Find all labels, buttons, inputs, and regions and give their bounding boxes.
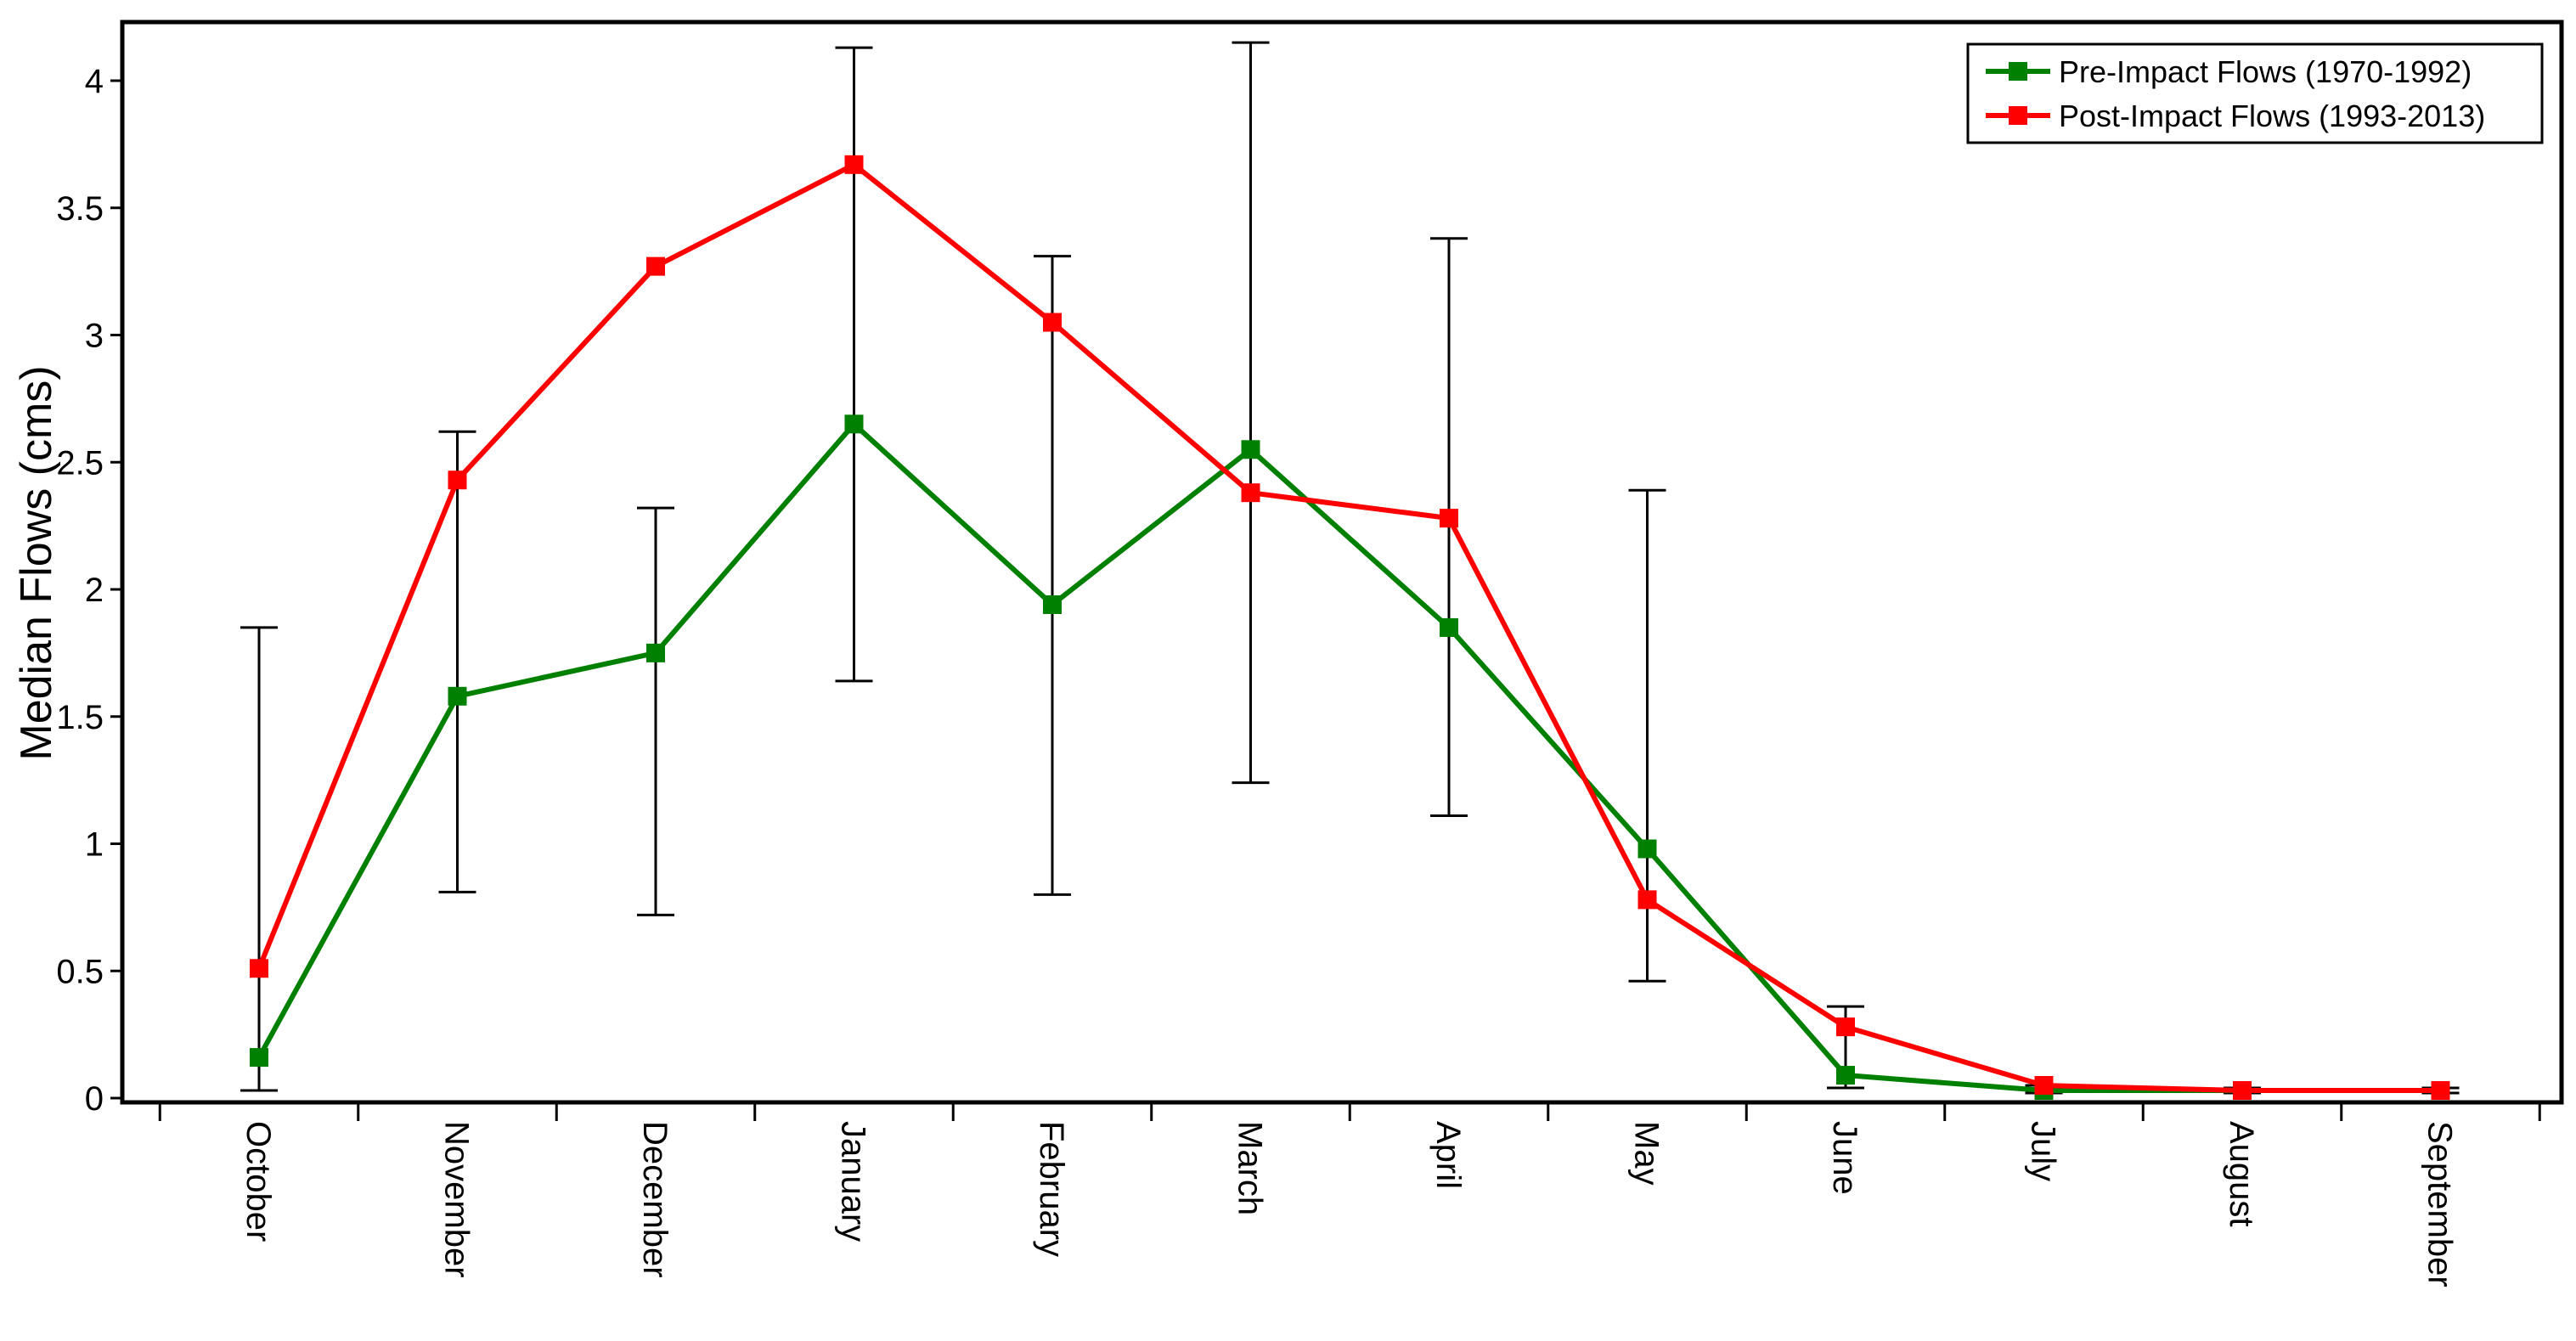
legend-label: Pre-Impact Flows (1970-1992) bbox=[2059, 54, 2472, 89]
series-1-point bbox=[646, 643, 665, 662]
y-tick-label: 1 bbox=[85, 826, 104, 864]
y-axis-label: Median Flows (cms) bbox=[12, 365, 61, 760]
legend-label: Post-Impact Flows (1993-2013) bbox=[2059, 99, 2485, 133]
y-tick-label: 0.5 bbox=[56, 953, 104, 990]
series-1-point bbox=[448, 686, 467, 706]
y-axis: 0 0.5 1 1.5 2 2.5 3 3.5 4 bbox=[56, 63, 122, 1118]
x-tick-label: February bbox=[1033, 1121, 1070, 1257]
series-1-point bbox=[1836, 1066, 1855, 1085]
series-line-1 bbox=[256, 421, 2441, 1094]
legend-box bbox=[1966, 42, 2544, 144]
series-2-point bbox=[1836, 1017, 1855, 1037]
series-line-2 bbox=[256, 161, 2441, 1094]
series-2-point bbox=[844, 155, 864, 174]
y-tick-label: 0 bbox=[85, 1080, 104, 1118]
x-tick-label: March bbox=[1232, 1121, 1269, 1215]
x-tick-label: December bbox=[636, 1121, 674, 1278]
series-1-point bbox=[1440, 617, 1458, 637]
y-tick-label: 4 bbox=[85, 63, 104, 100]
legend: Pre-Impact Flows (1970-1992) Post-Impact … bbox=[1966, 42, 2544, 144]
y-tick-label: 2.5 bbox=[56, 444, 104, 482]
x-tick-label: May bbox=[1628, 1121, 1666, 1186]
series-2-point bbox=[2431, 1081, 2450, 1101]
x-axis: October November December January February Ma… bbox=[158, 1102, 2541, 1287]
y-tick-label: 1.5 bbox=[56, 699, 104, 736]
series-1-point bbox=[250, 1048, 268, 1068]
series-1-point bbox=[1043, 594, 1062, 614]
legend-swatch-marker bbox=[2009, 106, 2027, 125]
series-2-point bbox=[1440, 509, 1458, 528]
x-tick-label: September bbox=[2421, 1121, 2459, 1287]
series-2-point bbox=[2034, 1076, 2054, 1096]
x-tick-label: November bbox=[438, 1121, 476, 1278]
x-tick-label: January bbox=[835, 1121, 872, 1242]
legend-swatch-marker bbox=[2009, 62, 2027, 81]
x-tick-label: April bbox=[1429, 1121, 1467, 1189]
series-1-point bbox=[844, 414, 864, 434]
x-tick-label: October bbox=[240, 1121, 277, 1242]
y-tick-label: 3.5 bbox=[56, 190, 104, 228]
series-1-point bbox=[1637, 839, 1657, 859]
series-2-point bbox=[448, 470, 467, 490]
plot-area bbox=[120, 20, 2564, 1105]
series-2-point bbox=[1637, 890, 1657, 910]
series-lines bbox=[250, 155, 2450, 1101]
x-tick-label: August bbox=[2223, 1121, 2260, 1227]
y-tick-label: 3 bbox=[85, 318, 104, 355]
x-tick-label: June bbox=[1826, 1121, 1863, 1195]
series-1-point bbox=[1241, 440, 1260, 459]
series-2-point bbox=[1043, 313, 1062, 332]
series-2-point bbox=[250, 959, 268, 978]
x-tick-label: July bbox=[2025, 1121, 2062, 1181]
y-tick-label: 2 bbox=[85, 572, 104, 609]
series-2-point bbox=[646, 256, 665, 276]
series-2-point bbox=[1241, 483, 1260, 503]
series-2-point bbox=[2233, 1081, 2252, 1101]
